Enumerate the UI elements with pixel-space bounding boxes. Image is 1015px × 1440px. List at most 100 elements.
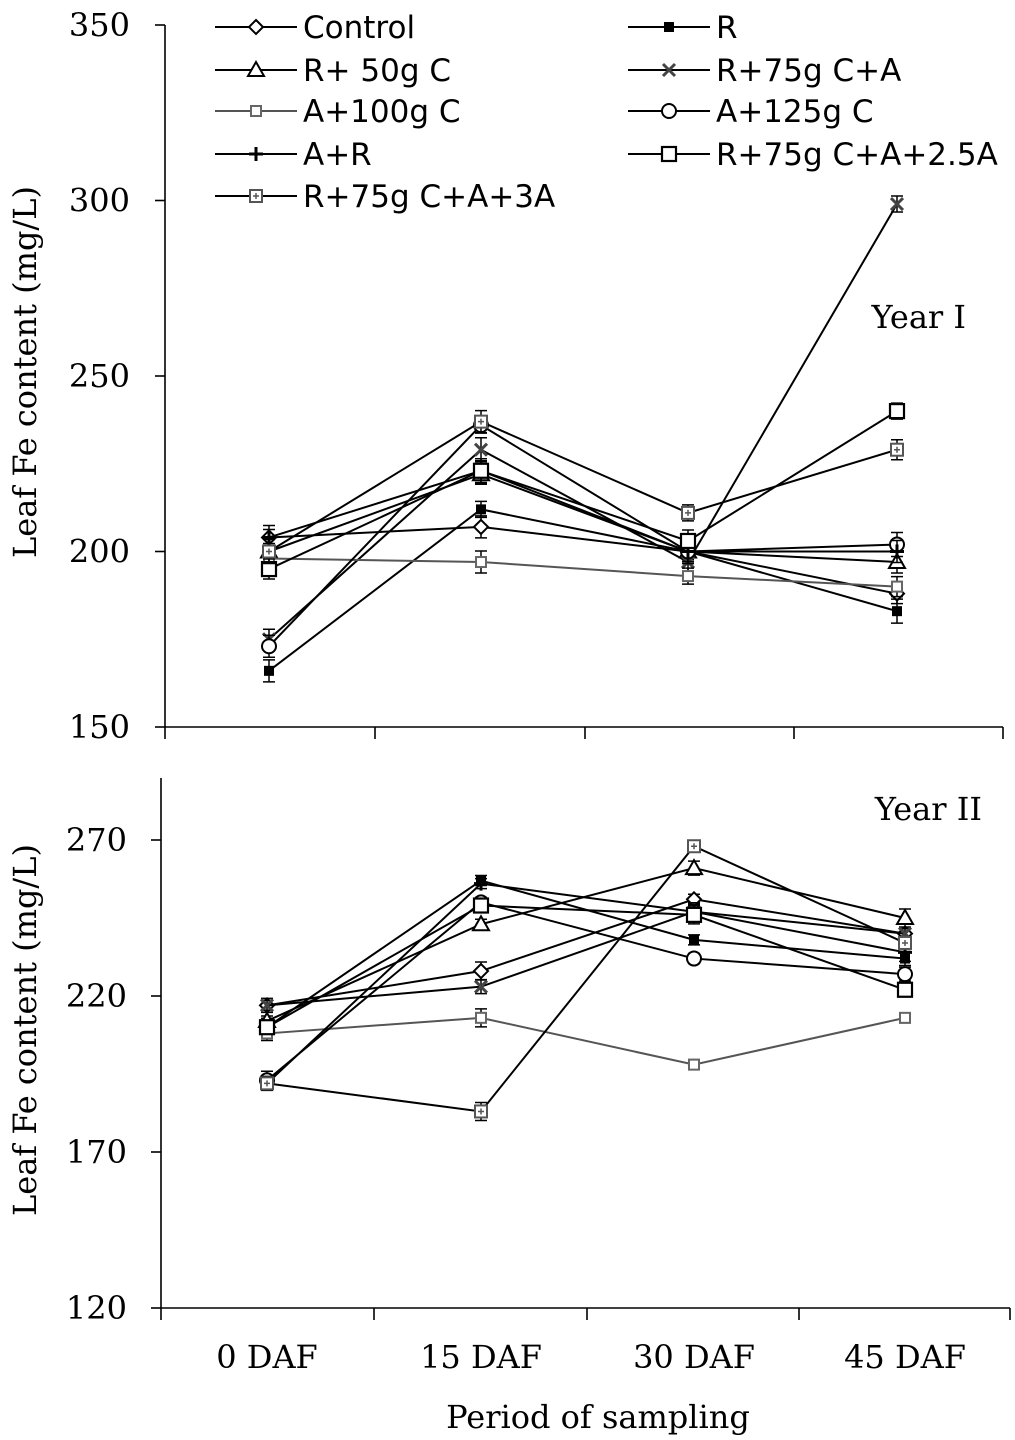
point-a-100g-c-30-daf-marker [682, 570, 694, 583]
legend-label-control: Control [303, 10, 415, 46]
y-ticks-bottom: 120 170 220 270 [66, 821, 161, 1327]
series-line-control-bottom [266, 898, 906, 1007]
point-r-45-daf-marker [892, 606, 902, 617]
point-r-75g-c-a-15-daf-marker [473, 442, 489, 457]
legend-r-75g-c-a-2-5a-marker [660, 145, 678, 163]
x-tick-label-15-daf: 15 DAF [420, 1338, 542, 1376]
legend-r-marker [664, 22, 674, 32]
legend-r-75g-c-a-marker [661, 62, 677, 78]
y-tick-label-300-top: 300 [69, 182, 130, 220]
point-a-r-15-daf-marker [474, 876, 488, 891]
point-r-75g-c-a-3a-0-daf-marker-cross [264, 1080, 270, 1087]
x-tick-label-30-daf: 30 DAF [633, 1338, 755, 1376]
point-a-100g-c-15-daf-marker [475, 1011, 487, 1024]
panel-label-year-1: Year I [871, 298, 966, 336]
series-line-r-50g-c-bottom [266, 867, 906, 1022]
series-line-a-100g-c-top [268, 557, 898, 588]
x-ticks-top [164, 727, 1004, 739]
y-tick-label-170-bottom: 170 [66, 1133, 127, 1171]
point-control-15-daf-marker [472, 518, 490, 536]
point-r-50g-c-30-daf-marker [684, 858, 704, 876]
series-line-a-125g-c-bottom [266, 901, 906, 1082]
series-line-control-top [268, 525, 898, 595]
point-r-75g-c-a-3a-45-daf-marker-cross [902, 939, 908, 946]
point-control-15-daf-marker [472, 962, 490, 980]
y-ticks-top: 150 200 250 300 350 [69, 6, 165, 746]
point-a-100g-c-15-daf-marker [475, 556, 487, 569]
point-r-75g-c-a-2-5a-15-daf-marker [472, 462, 490, 479]
point-r-75g-c-a-3a-45-daf-marker-cross [894, 446, 900, 453]
legend-item-a-r: A+R [215, 137, 372, 173]
point-r-75g-c-a-2-5a-45-daf-marker [888, 403, 906, 420]
series-line-r-75g-c-a-3a-top [268, 420, 898, 553]
point-a-100g-c-30-daf-marker [688, 1058, 700, 1071]
point-a-100g-c-45-daf-marker [891, 580, 903, 593]
legend-item-r-75g-c-a: R+75g C+A [628, 53, 901, 89]
series-r-75g-c-a-3a-bottom [260, 839, 912, 1122]
legend-a-r-marker [249, 147, 263, 161]
y-tick-label-250-top: 250 [69, 357, 130, 395]
legend-control-marker [247, 18, 265, 36]
point-a-100g-c-45-daf-marker [899, 1011, 911, 1024]
point-r-75g-c-a-3a-30-daf-marker-cross [691, 843, 697, 850]
series-r-75g-c-a-3a-top [262, 409, 904, 565]
y-tick-label-350-top: 350 [69, 6, 130, 44]
series-r-75g-c-a-2-5a-top [260, 402, 906, 580]
point-r-0-daf-marker [264, 665, 274, 676]
legend-label-r-50g-c: R+ 50g C [303, 53, 451, 89]
series-r-50g-c-bottom [257, 858, 915, 1028]
legend-a-100g-c-marker [250, 105, 262, 117]
series-r-75g-c-a-2-5a-bottom [258, 897, 914, 1036]
series-line-r-75g-c-a-bottom [266, 910, 906, 1007]
panel-label-year-2: Year II [874, 790, 982, 828]
legend-item-a-100g-c: A+100g C [215, 94, 461, 130]
series-line-r-75g-c-a-2-5a-bottom [266, 904, 906, 1029]
y-tick-label-200-top: 200 [69, 533, 130, 571]
legend-item-r-75g-c-a-2-5a: R+75g C+A+2.5A [628, 137, 998, 173]
series-line-a-r-top [268, 469, 897, 553]
point-a-r-45-daf-marker [890, 544, 904, 559]
y-tick-label-120-bottom: 120 [66, 1289, 127, 1327]
point-r-75g-c-a-3a-15-daf-marker-cross [478, 1108, 484, 1115]
y-axis-title-bottom: Leaf Fe content (mg/L) [6, 844, 44, 1216]
point-r-50g-c-15-daf-marker [471, 914, 491, 932]
series-r-bottom [261, 874, 911, 1037]
series-a-100g-c-bottom [261, 1008, 911, 1071]
series-line-r-bottom [266, 879, 906, 1029]
y-tick-label-220-bottom: 220 [66, 977, 127, 1015]
legend-r-75g-c-a-3a-marker-cross [253, 193, 259, 199]
point-r-75g-c-a-3a-0-daf-marker-cross [266, 548, 272, 555]
series-group-top [259, 195, 907, 683]
legend-item-a-125g-c: A+125g C [628, 94, 874, 130]
series-line-a-r-bottom [266, 882, 906, 1085]
x-tick-label-0-daf: 0 DAF [216, 1338, 318, 1376]
legend-label-r-75g-c-a: R+75g C+A [716, 53, 901, 89]
legend-label-a-100g-c: A+100g C [303, 94, 461, 130]
series-a-r-bottom [260, 876, 912, 1091]
point-r-30-daf-marker [689, 934, 699, 945]
legend-item-r-75g-c-a-3a: R+75g C+A+3A [215, 179, 555, 215]
x-tick-label-45-daf: 45 DAF [844, 1338, 966, 1376]
series-group-bottom [257, 839, 915, 1122]
point-r-75g-c-a-2-5a-45-daf-marker [896, 981, 914, 998]
series-line-r-50g-c-top [268, 473, 898, 564]
point-r-75g-c-a-45-daf-marker [889, 196, 905, 212]
series-a-125g-c-top [261, 416, 905, 659]
series-line-r-75g-c-a-3a-bottom [266, 845, 906, 1113]
point-r-75g-c-a-2-5a-30-daf-marker [685, 906, 703, 923]
point-r-75g-c-a-2-5a-15-daf-marker [472, 897, 490, 914]
legend-label-r: R [716, 10, 738, 46]
point-a-125g-c-45-daf-marker [897, 966, 913, 983]
legend-label-r-75g-c-a-3a: R+75g C+A+3A [303, 179, 555, 215]
point-r-75g-c-a-15-daf-marker [473, 979, 489, 994]
series-line-a-125g-c-top [268, 423, 898, 647]
legend-label-r-75g-c-a-2-5a: R+75g C+A+2.5A [716, 137, 998, 173]
legend-a-125g-c-marker [661, 103, 677, 119]
panel-year-1: 150 200 250 300 350 Leaf Fe content (mg/L) Y… [6, 6, 1004, 746]
series-r-top [263, 500, 903, 683]
y-axis-title-top: Leaf Fe content (mg/L) [6, 186, 44, 558]
point-r-50g-c-45-daf-marker [895, 907, 915, 925]
series-a-100g-c-top [263, 545, 903, 598]
